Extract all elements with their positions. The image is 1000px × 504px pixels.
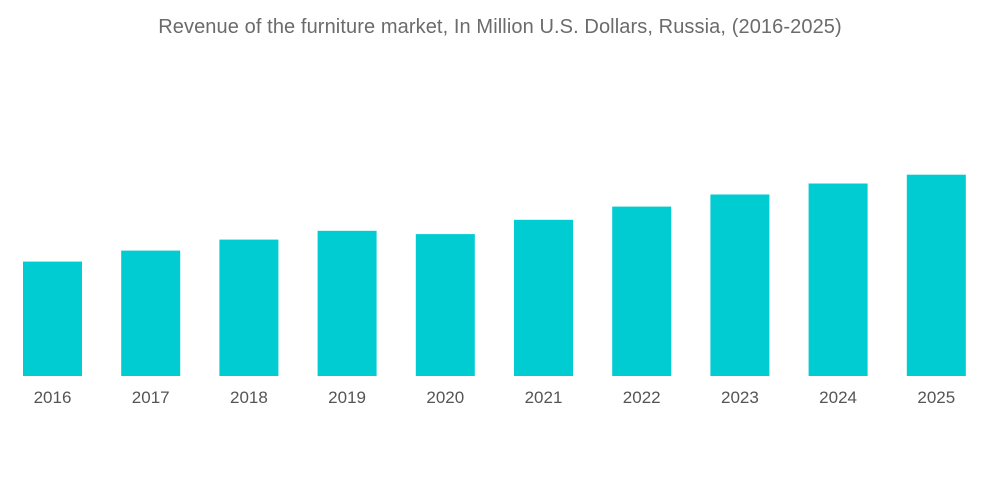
bar-2020 <box>415 234 475 376</box>
x-tick-label-2019: 2019 <box>328 388 366 407</box>
bar-2017 <box>121 250 181 376</box>
x-tick-label-2022: 2022 <box>623 388 661 407</box>
x-tick-label-2023: 2023 <box>721 388 759 407</box>
x-tick-label-2025: 2025 <box>917 388 955 407</box>
x-tick-label-2017: 2017 <box>132 388 170 407</box>
x-tick-label-2021: 2021 <box>525 388 563 407</box>
bars-group <box>23 174 966 376</box>
x-tick-label-2016: 2016 <box>34 388 72 407</box>
x-tick-label-2018: 2018 <box>230 388 268 407</box>
bar-2019 <box>317 230 377 376</box>
bar-2024 <box>808 183 868 376</box>
bar-2023 <box>710 194 770 376</box>
chart-title: Revenue of the furniture market, In Mill… <box>158 16 842 38</box>
x-tick-label-2024: 2024 <box>819 388 857 407</box>
bar-2016 <box>23 261 82 376</box>
bar-2018 <box>219 239 279 376</box>
x-tick-label-2020: 2020 <box>426 388 464 407</box>
bar-2022 <box>612 206 672 376</box>
bar-2025 <box>906 174 966 376</box>
bar-2021 <box>514 219 573 376</box>
x-axis-tick-labels: 2016 2017 2018 2019 2020 2021 2022 2023 2024 2025 <box>34 388 956 407</box>
